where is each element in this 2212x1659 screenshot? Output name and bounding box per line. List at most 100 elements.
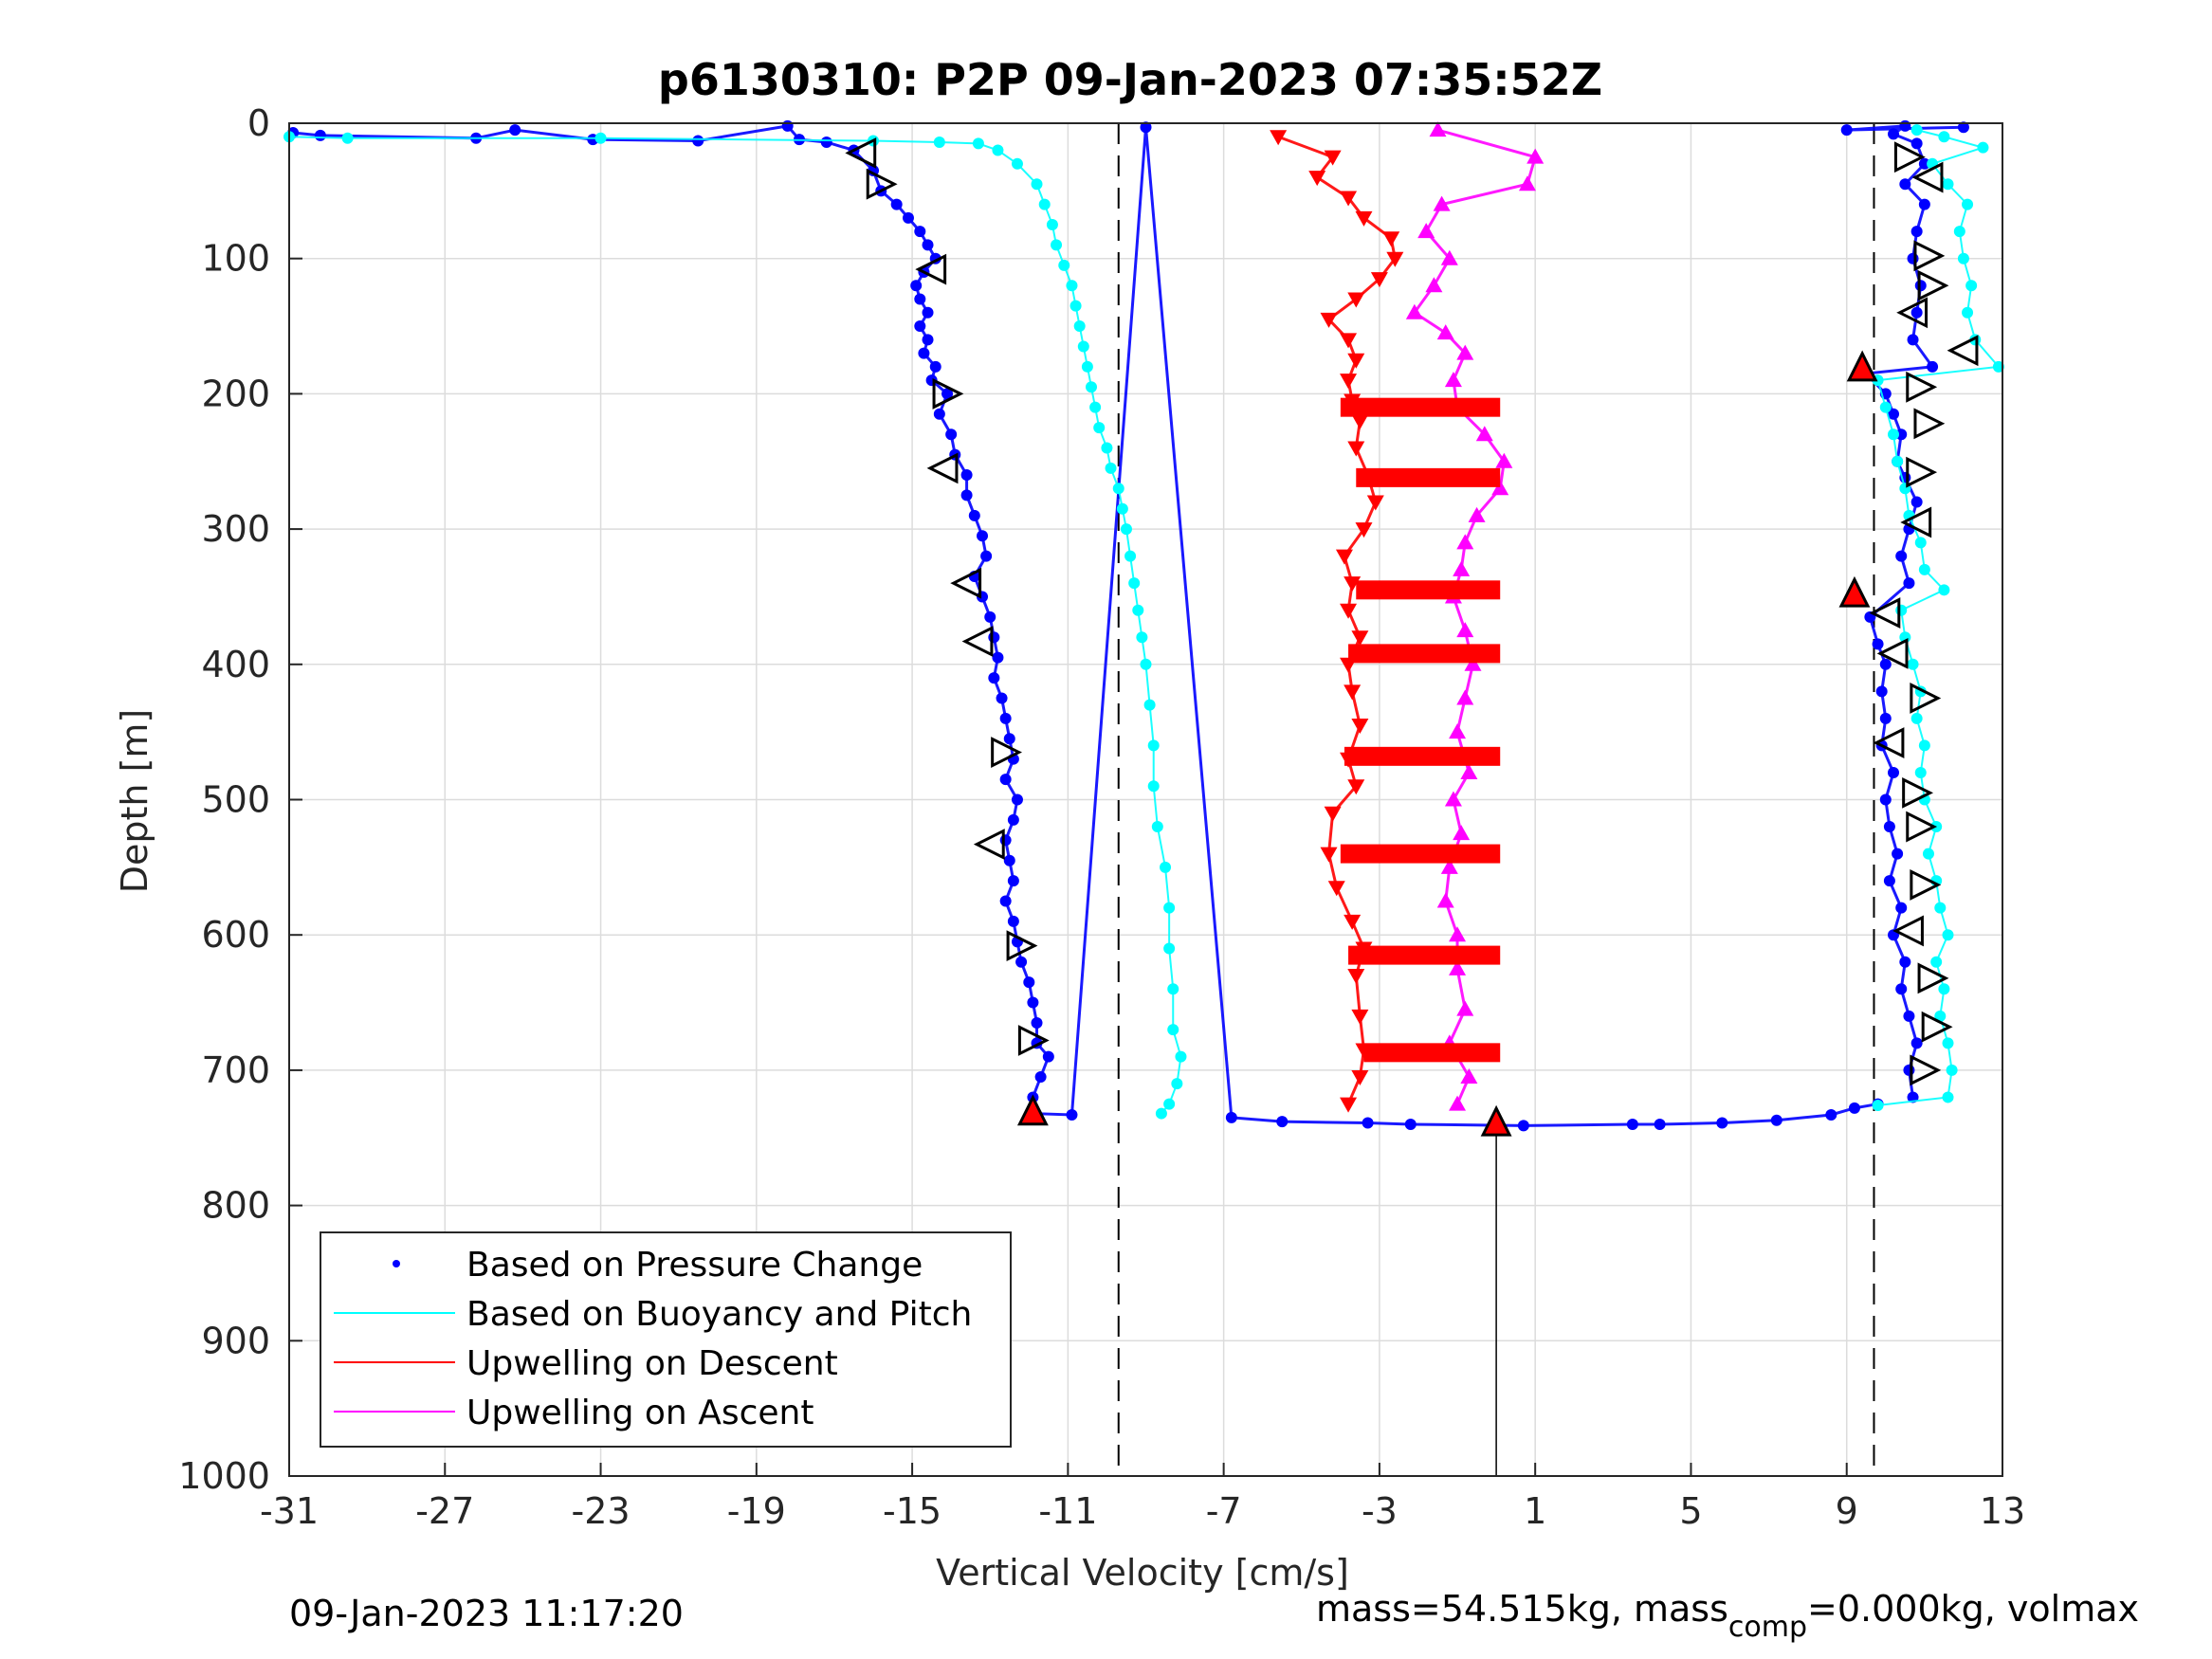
y-tick-label: 0	[247, 102, 270, 144]
red-up-triangle	[1838, 575, 1871, 608]
data-point	[945, 428, 958, 441]
data-point	[922, 306, 934, 319]
data-point	[1879, 793, 1892, 806]
data-point	[1175, 1050, 1187, 1063]
data-point	[1116, 502, 1128, 515]
data-point	[910, 280, 923, 292]
data-point	[1031, 1016, 1043, 1029]
ascent-left-triangle	[1900, 506, 1932, 538]
upwelling-band	[1356, 580, 1501, 600]
ascent-right-triangle	[1921, 1011, 1953, 1043]
x-tick-label: -7	[1206, 1490, 1242, 1532]
data-point	[1007, 915, 1019, 927]
ascent-left-triangle	[1911, 161, 1944, 193]
red-up-triangle	[1480, 1104, 1512, 1137]
data-point	[1895, 902, 1908, 914]
data-point	[1404, 1118, 1417, 1130]
data-point	[1888, 766, 1900, 778]
data-point	[1225, 1111, 1237, 1123]
footer-mass-text: mass=54.515kg, mass	[1316, 1588, 1728, 1630]
red-up-triangle	[1846, 350, 1878, 382]
data-point	[314, 129, 326, 141]
data-point	[1942, 1091, 1954, 1103]
upwelling-descent-marker	[1320, 312, 1338, 328]
data-point	[1934, 1010, 1947, 1022]
y-axis-label: Depth [m]	[114, 709, 155, 894]
data-point	[1946, 1064, 1958, 1076]
y-tick-label: 1000	[178, 1455, 270, 1497]
data-point	[1899, 178, 1911, 191]
y-tick-label: 100	[201, 238, 270, 280]
data-point	[992, 651, 1004, 664]
data-point	[781, 119, 794, 132]
data-point	[960, 489, 973, 501]
data-point	[988, 631, 1000, 644]
descent-left-triangle	[973, 829, 1005, 861]
upwelling-ascent-marker	[1449, 926, 1467, 942]
data-point	[902, 211, 914, 224]
data-point	[1888, 428, 1900, 441]
data-point	[1910, 712, 1923, 724]
data-point	[1879, 658, 1892, 670]
footer-timestamp: 09-Jan-2023 11:17:20	[289, 1593, 684, 1634]
data-point	[1081, 360, 1093, 373]
upwelling-ascent-marker	[1405, 303, 1423, 319]
data-point	[968, 509, 980, 521]
based-on-buoyancy-and-pitch-line	[288, 136, 1182, 1115]
x-tick-label: -15	[883, 1490, 941, 1532]
upwelling-ascent-marker	[1425, 277, 1443, 293]
data-point	[1957, 121, 1969, 134]
upwelling-descent-marker	[1344, 576, 1362, 592]
upwelling-descent-marker	[1347, 441, 1365, 457]
data-point	[933, 136, 945, 148]
data-point	[1907, 334, 1919, 346]
upwelling-ascent-marker	[1456, 622, 1474, 638]
data-point	[1042, 1050, 1054, 1063]
y-tick-label: 600	[201, 914, 270, 956]
x-tick-label: -31	[260, 1490, 319, 1532]
data-point	[1992, 360, 2004, 373]
data-point	[1003, 854, 1015, 866]
y-tick-label: 500	[201, 779, 270, 821]
x-tick-label: -11	[1038, 1490, 1097, 1532]
data-point	[1770, 1114, 1782, 1126]
based-on-pressure-change-line	[292, 124, 1878, 1127]
data-point	[1918, 563, 1930, 575]
data-point	[1089, 401, 1102, 413]
data-point	[1046, 219, 1058, 231]
upwelling-ascent-marker	[1453, 825, 1471, 841]
data-point	[509, 124, 521, 137]
upwelling-descent-marker	[1351, 630, 1369, 647]
data-point	[1027, 996, 1039, 1009]
upwelling-ascent-marker	[1464, 655, 1482, 671]
data-point	[1938, 983, 1950, 995]
data-point	[1136, 631, 1148, 644]
upwelling-ascent-marker	[1526, 148, 1545, 164]
data-point	[1051, 239, 1063, 251]
upwelling-ascent-marker	[1436, 892, 1454, 908]
data-point	[922, 239, 934, 251]
upwelling-band	[1340, 844, 1501, 864]
upwelling-ascent-marker	[1453, 560, 1471, 576]
data-point	[1069, 300, 1082, 312]
data-point	[960, 469, 973, 482]
data-point	[1918, 157, 1930, 170]
data-point	[1031, 178, 1043, 191]
data-point	[1927, 360, 1939, 373]
upwelling-descent-marker	[1366, 495, 1384, 511]
data-point	[1903, 1010, 1915, 1022]
data-point	[1895, 550, 1908, 562]
data-point	[1907, 252, 1919, 264]
chart-title: p6130310: P2P 09-Jan-2023 07:35:52Z	[658, 54, 1602, 105]
x-tick-label: 5	[1679, 1490, 1702, 1532]
descent-left-triangle	[915, 253, 947, 285]
data-point	[1147, 739, 1160, 752]
data-point	[1942, 929, 1954, 941]
data-point	[1914, 280, 1927, 292]
descent-right-triangle	[991, 737, 1023, 768]
y-tick-label: 300	[201, 508, 270, 550]
data-point	[1910, 496, 1923, 508]
data-point	[1907, 658, 1919, 670]
ascent-left-triangle	[1873, 727, 1905, 758]
x-tick-label: 1	[1524, 1490, 1546, 1532]
